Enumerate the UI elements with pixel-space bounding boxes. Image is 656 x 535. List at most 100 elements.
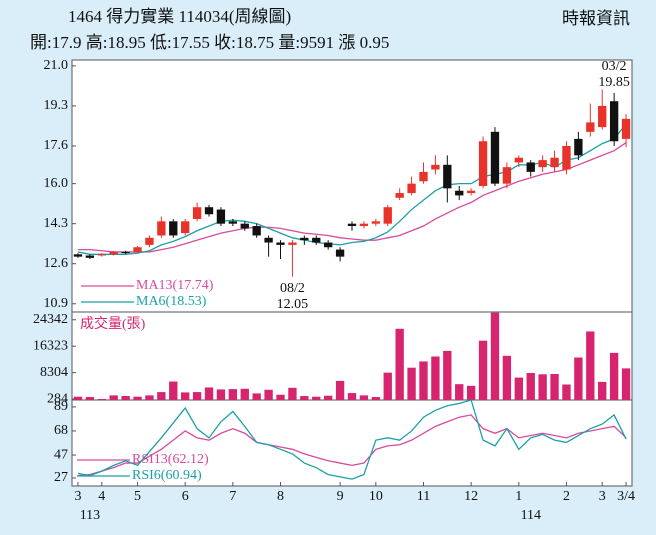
x-tick-label: 8 (277, 489, 284, 504)
rsi-line (77, 399, 627, 480)
y-tick-label: 17.6 (44, 138, 69, 153)
candle-body (419, 171, 428, 182)
y-tick-label: 19.3 (44, 98, 69, 113)
candle-body (383, 207, 392, 224)
volume-bar (300, 396, 309, 400)
candle-body (335, 249, 345, 257)
volume-bar (359, 395, 369, 400)
candle-body (288, 242, 297, 245)
volume-bar (145, 395, 154, 400)
candle-body (240, 223, 249, 229)
candle-body (395, 193, 404, 198)
candle-body (228, 221, 238, 224)
candle-body (252, 226, 261, 236)
candle-body (359, 223, 369, 227)
volume-bar (466, 385, 476, 400)
volume-bar (490, 312, 500, 400)
candle-body (192, 207, 202, 219)
candle-body (455, 190, 464, 196)
candle-body (562, 145, 571, 170)
x-year-label: 114 (521, 508, 541, 523)
volume-bar (109, 395, 118, 400)
volume-bar (574, 357, 583, 400)
volume-bar (431, 356, 440, 400)
volume-bar (228, 389, 238, 400)
legend-label: RSI13(62.12) (132, 452, 209, 467)
candle-body (216, 209, 226, 224)
quote: 開:17.9 高:18.95 低:17.55 收:18.75 量:9591 漲 … (30, 33, 389, 52)
candle-body (371, 221, 380, 224)
legend-label: RSI6(60.94) (132, 468, 202, 483)
candle-body (431, 164, 440, 170)
candle-body (621, 118, 631, 139)
x-tick-label: 1 (515, 489, 522, 504)
y-tick-label: 68 (54, 423, 68, 438)
candle-body (181, 221, 190, 234)
volume-bar (276, 394, 285, 400)
volume-bar (240, 388, 249, 400)
annotation-value: 12.05 (277, 297, 309, 312)
x-tick-label: 11 (417, 489, 430, 504)
volume-bar (621, 368, 631, 400)
candle-body (133, 247, 142, 252)
plot-area (71, 59, 633, 487)
candle-body (466, 190, 476, 194)
volume-bar (609, 352, 619, 400)
x-tick-label: 5 (134, 489, 141, 504)
candle-body (478, 141, 488, 186)
candle-body (324, 242, 333, 248)
candle-body (586, 122, 595, 132)
volume-bar (371, 397, 380, 400)
volume-bar (252, 393, 261, 400)
volume-bar (419, 361, 428, 400)
volume-bar (514, 377, 523, 400)
volume-bar (264, 389, 273, 400)
x-tick-label: 4 (98, 489, 105, 504)
x-tick-label: 3/4 (617, 489, 635, 504)
x-tick-label: 3 (599, 489, 606, 504)
candle-body (109, 251, 118, 255)
source: 時報資訊 (562, 9, 630, 28)
candle-body (347, 223, 357, 227)
x-tick-label: 10 (369, 489, 383, 504)
legend-label: MA13(17.74) (136, 278, 214, 293)
volume-bar (133, 396, 142, 400)
volume-bar (181, 392, 190, 400)
y-tick-label: 89 (54, 399, 68, 414)
y-tick-label: 16.0 (44, 176, 69, 191)
candle-body (574, 138, 583, 156)
volume-bar (335, 380, 345, 400)
candle-body (312, 237, 321, 243)
annotation-value: 19.85 (598, 75, 630, 90)
volume-bar (562, 384, 571, 400)
candle-body (264, 237, 273, 243)
volume-bar (288, 387, 297, 400)
volume-bar (192, 392, 202, 400)
candle-body (490, 131, 500, 184)
candle-body (526, 162, 535, 172)
y-tick-label: 14.3 (44, 216, 69, 231)
volume-bar (383, 372, 392, 400)
annotation-date: 08/2 (280, 281, 305, 296)
candle-body (609, 101, 619, 142)
ma-line (77, 142, 627, 253)
x-year-label: 113 (80, 508, 100, 523)
title: 1464 得力實業 114034(周線圖) (68, 7, 291, 26)
volume-bar (502, 355, 512, 400)
volume-bar (538, 374, 547, 400)
y-tick-label: 24342 (33, 312, 68, 327)
candle-body (145, 237, 154, 245)
volume-bar (455, 384, 464, 400)
volume-bar (526, 372, 535, 400)
x-tick-label: 6 (182, 489, 189, 504)
volume-bar (312, 396, 321, 400)
candle-body (502, 167, 512, 184)
y-tick-label: 12.6 (44, 256, 69, 271)
volume-bar (550, 373, 559, 400)
candle-body (300, 237, 309, 241)
volume-bar (324, 395, 333, 400)
candle-body (514, 157, 523, 163)
volume-bar (97, 399, 106, 400)
